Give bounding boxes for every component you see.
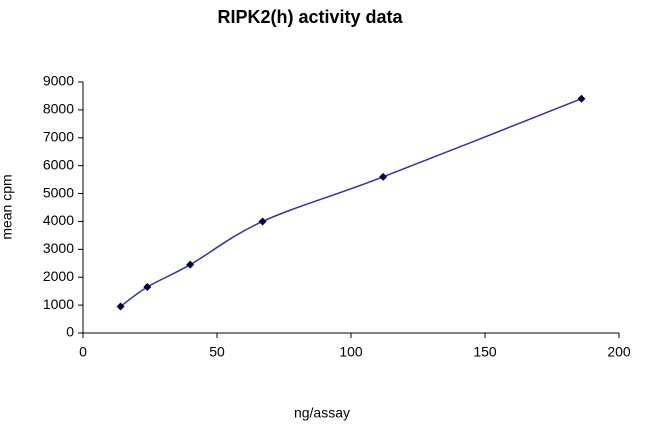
y-tick-label: 2000 [43,268,74,284]
data-point [116,302,125,311]
x-tick-label: 100 [339,344,363,360]
chart-title: RIPK2(h) activity data [217,7,403,27]
x-tick-label: 50 [209,344,225,360]
x-tick-label: 200 [607,344,631,360]
data-point [577,94,586,103]
data-point [379,172,388,181]
data-point [258,217,267,226]
y-tick-label: 1000 [43,296,74,312]
y-tick-label: 3000 [43,240,74,256]
data-point [186,260,195,269]
x-tick-label: 150 [473,344,497,360]
x-axis-label: ng/assay [294,405,350,421]
x-tick-label: 0 [79,344,87,360]
y-tick-label: 6000 [43,156,74,172]
y-tick-label: 5000 [43,184,74,200]
y-tick-label: 8000 [43,101,74,117]
y-axis-label: mean cpm [0,174,15,239]
y-tick-label: 4000 [43,212,74,228]
data-point [143,282,152,291]
y-tick-label: 9000 [43,73,74,89]
y-tick-label: 7000 [43,128,74,144]
y-tick-label: 0 [66,324,74,340]
data-line [120,98,582,308]
